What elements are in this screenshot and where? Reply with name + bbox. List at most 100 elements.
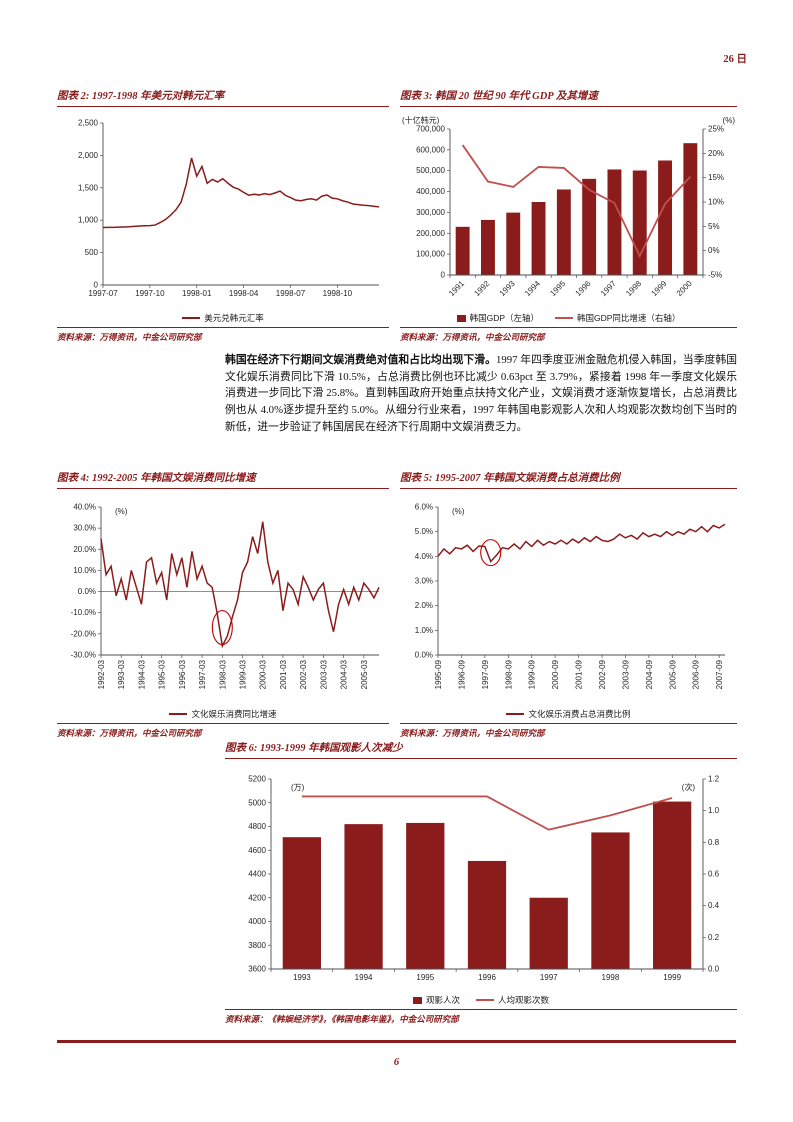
y-tick-label: 0.8: [708, 838, 720, 847]
x-tick-label: 1996-03: [178, 659, 187, 689]
bar: [683, 143, 698, 275]
y-tick-label: 3600: [248, 965, 266, 974]
figure-4-title: 图表 4: 1992-2005 年韩国文娱消费同比增速: [57, 470, 389, 489]
y-tick-label: 1,500: [78, 183, 99, 192]
x-tick-label: 1998-10: [323, 289, 353, 298]
legend-item: 观影人次: [412, 994, 460, 1006]
bar: [282, 837, 321, 969]
figure-5-source: 资料来源：万得资讯，中金公司研究部: [400, 723, 737, 739]
bar: [632, 170, 647, 275]
y-tick-label: 0%: [708, 246, 720, 255]
legend-label: 韩国GDP同比增速（右轴）: [577, 313, 681, 323]
line-series: [301, 795, 673, 831]
x-tick-label: 1998: [624, 279, 643, 298]
figure-3-source: 资料来源：万得资讯，中金公司研究部: [400, 327, 737, 343]
y-tick-label: 1,000: [78, 216, 99, 225]
figure-2: 图表 2: 1997-1998 年美元对韩元汇率 0 500 1,000 1,500 2…: [57, 88, 389, 343]
bar: [607, 169, 622, 275]
y-tick-label: 700,000: [416, 125, 445, 134]
line-series: [100, 521, 380, 649]
figure-3-title: 图表 3: 韩国 20 世纪 90 年代 GDP 及其增速: [400, 88, 737, 107]
movie-attendance-chart: 3600 3800 4000 4200 4400 4600 4800 5000 5200 0.0 0…: [248, 775, 720, 983]
y-tick-label: 0.2: [708, 933, 720, 942]
x-tick-label: 1994: [355, 973, 373, 982]
y-tick-label: 30.0%: [73, 524, 96, 533]
x-tick-label: 1998-03: [218, 659, 227, 689]
y-tick-label: 10%: [708, 198, 724, 207]
x-tick-label: 2003-09: [621, 659, 630, 689]
y-tick-label: 0: [441, 271, 446, 280]
y-tick-label: 4600: [248, 846, 266, 855]
bar: [480, 219, 495, 275]
x-tick-label: 1992-03: [97, 659, 106, 689]
legend-label: 韩国GDP（左轴）: [469, 313, 539, 323]
entertainment-consumption-growth-chart: -30.0% -20.0% -10.0% 0.0% 10.0% 20.0% 30.0% 40.…: [71, 503, 380, 689]
annotation-ellipse: [211, 609, 233, 646]
x-tick-label: 2002-03: [299, 659, 308, 689]
figure-5-title: 图表 5: 1995-2007 年韩国文娱消费占总消费比例: [400, 470, 737, 489]
legend-item: 文化娱乐消费占总消费比例: [506, 708, 631, 720]
x-tick-label: 1997-07: [88, 289, 118, 298]
y-tick-label: 2,000: [78, 151, 99, 160]
x-tick-label: 2001-09: [575, 659, 584, 689]
y-tick-label: 4400: [248, 870, 266, 879]
axis-unit-label: (万): [291, 783, 305, 792]
line-series: [102, 157, 380, 229]
y-tick-label: 0.0: [708, 965, 720, 974]
bar: [344, 824, 383, 969]
y-tick-label: 0.0%: [415, 651, 433, 660]
usd-krw-exchange-rate-chart: 0 500 1,000 1,500 2,000 2,500 1997-07 1997-10 19…: [78, 119, 380, 298]
entertainment-consumption-share-chart: 0.0% 1.0% 2.0% 3.0% 4.0% 5.0% 6.0% 1995-09 1996-…: [415, 503, 726, 689]
figure-6-source: 资料来源：《韩娱经济学》，《韩国电影年鉴》，中金公司研究部: [225, 1009, 737, 1025]
y-tick-label: 5000: [248, 798, 266, 807]
y-tick-label: 20%: [708, 149, 724, 158]
y-tick-label: 6.0%: [415, 503, 433, 512]
y-tick-label: 0.0%: [78, 587, 96, 596]
y-tick-label: 3.0%: [415, 577, 433, 586]
y-tick-label: -5%: [708, 271, 722, 280]
axis-unit-label: (次): [682, 782, 696, 792]
y-tick-label: 300,000: [416, 208, 445, 217]
figure-4-legend: 文化娱乐消费同比增速: [57, 708, 389, 720]
x-tick-label: 2006-09: [692, 659, 701, 689]
x-tick-label: 1998-04: [229, 289, 259, 298]
x-tick-label: 1998-01: [182, 289, 212, 298]
bar: [531, 202, 546, 275]
y-tick-label: 600,000: [416, 145, 445, 154]
y-tick-label: 400,000: [416, 187, 445, 196]
x-tick-label: 1996: [574, 279, 593, 298]
y-tick-label: 25%: [708, 125, 724, 134]
x-tick-label: 1991: [447, 279, 466, 298]
axis-unit-label: (%): [452, 507, 465, 516]
paragraph-body: 1997 年四季度亚洲金融危机侵入韩国，当季度韩国文化娱乐消费同比下滑 10.5…: [225, 354, 738, 433]
x-tick-label: 1997-09: [481, 659, 490, 689]
legend-item: 美元兑韩元汇率: [182, 312, 264, 324]
x-tick-label: 1993: [293, 973, 311, 982]
line-series: [437, 523, 726, 563]
x-tick-label: 1995: [548, 279, 567, 298]
y-tick-label: 4200: [248, 893, 266, 902]
y-tick-label: 500,000: [416, 166, 445, 175]
x-tick-label: 2001-03: [279, 659, 288, 689]
y-tick-label: -20.0%: [71, 629, 96, 638]
bar: [406, 822, 445, 969]
figure-6-legend: 观影人次 人均观影次数: [225, 994, 737, 1006]
bar: [506, 212, 521, 275]
x-tick-label: 1999: [650, 279, 669, 298]
bar: [455, 226, 470, 275]
x-tick-label: 1993: [498, 279, 517, 298]
bar: [658, 160, 673, 275]
legend-item: 文化娱乐消费同比增速: [169, 708, 277, 720]
legend-line-swatch: [169, 713, 188, 715]
line-series: [461, 144, 692, 259]
x-tick-label: 1994-03: [137, 659, 146, 689]
legend-item: 人均观影次数: [476, 994, 549, 1006]
y-tick-label: 0: [94, 281, 99, 290]
x-tick-label: 2003-03: [319, 659, 328, 689]
y-tick-label: 40.0%: [73, 503, 96, 512]
axis-unit-label: (%): [115, 507, 128, 516]
x-tick-label: 1994: [523, 279, 542, 298]
x-tick-label: 1997-10: [135, 289, 165, 298]
x-tick-label: 2000-09: [551, 659, 560, 689]
